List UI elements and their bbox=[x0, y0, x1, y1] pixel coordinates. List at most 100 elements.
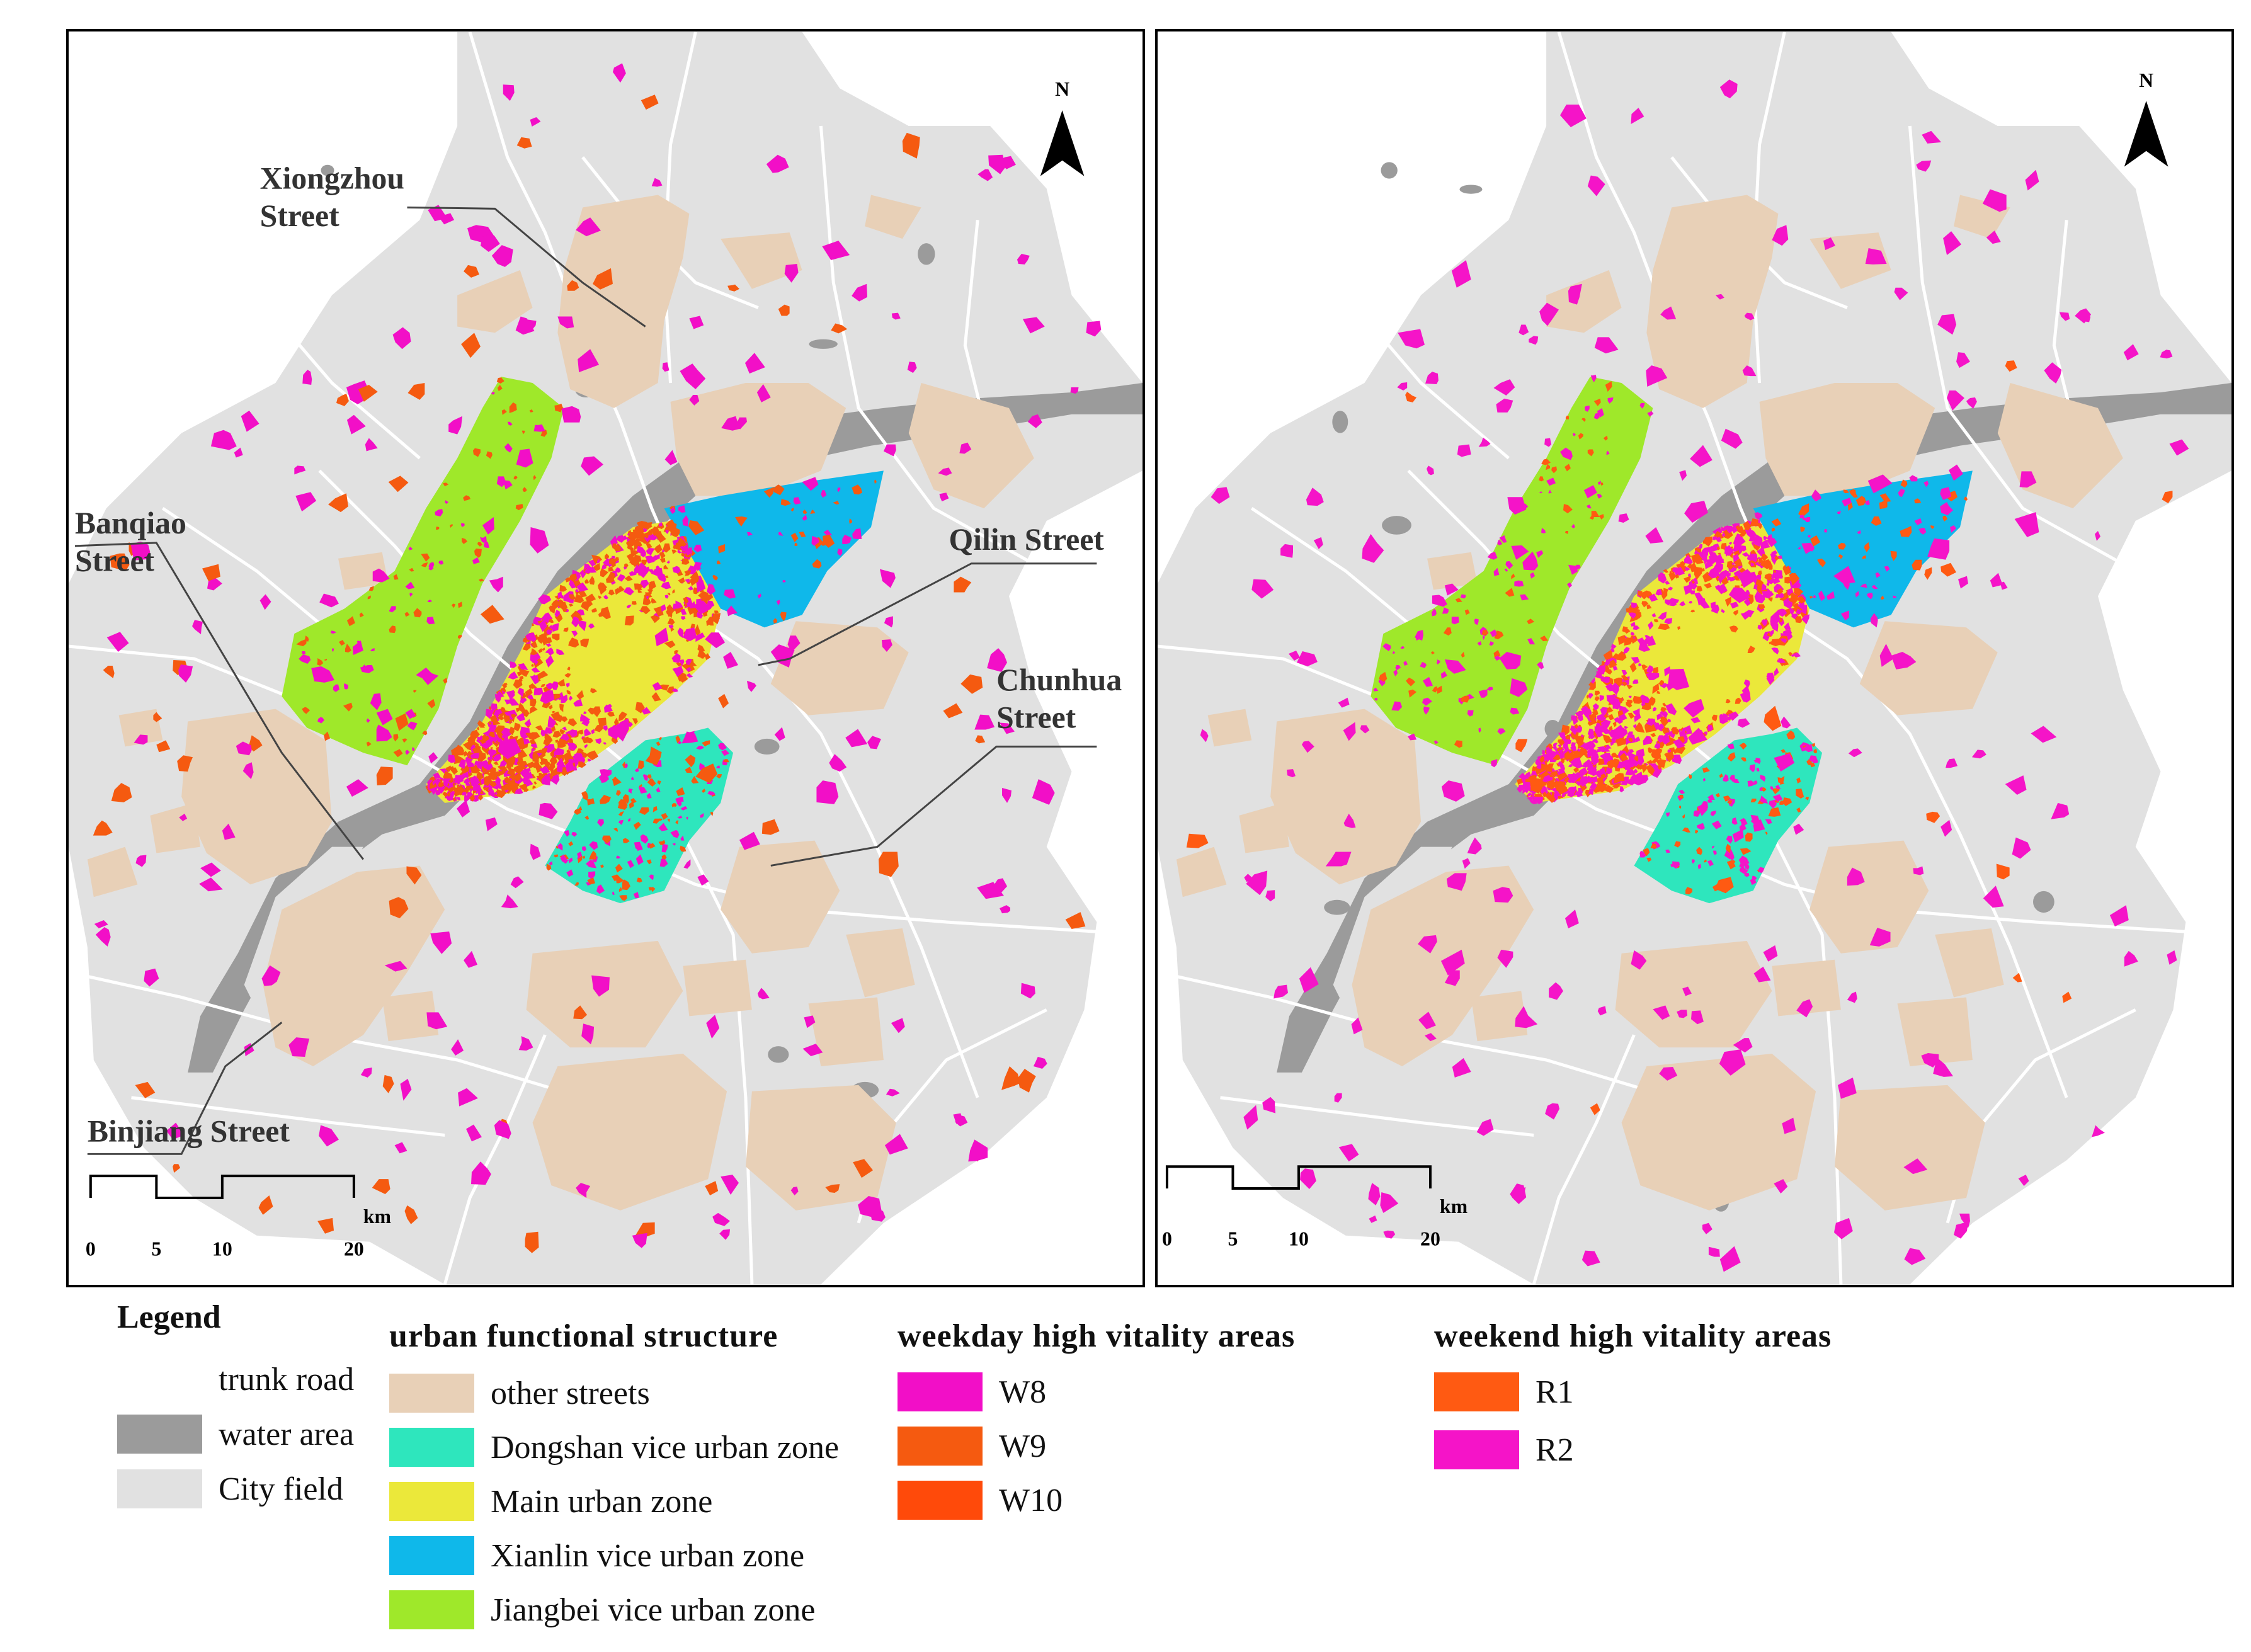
label-xiongzhou-2: Street bbox=[260, 198, 340, 233]
legend-item-r2: R2 bbox=[1434, 1430, 1574, 1470]
other-street-zone bbox=[1772, 959, 1841, 1017]
legend-item-other-streets: other streets bbox=[389, 1373, 650, 1413]
legend-item-water-area: water area bbox=[117, 1414, 354, 1454]
legend-label: R2 bbox=[1536, 1432, 1574, 1468]
legend-item-w9: W9 bbox=[898, 1426, 1046, 1466]
other-street-zone bbox=[670, 383, 846, 496]
legend-functional-title: urban functional structure bbox=[389, 1318, 778, 1354]
other-street-zone bbox=[865, 195, 921, 239]
other-street-zone bbox=[150, 802, 201, 853]
jiangbei-zone bbox=[282, 377, 564, 766]
vitality-patches-layer bbox=[1186, 79, 2189, 1272]
svg-text:N: N bbox=[2139, 69, 2153, 91]
other-street-zone bbox=[1809, 840, 1929, 954]
svg-text:20: 20 bbox=[1420, 1228, 1440, 1250]
legend-label: other streets bbox=[491, 1375, 650, 1411]
legend-label: R1 bbox=[1536, 1374, 1574, 1410]
other-street-zone bbox=[532, 1054, 727, 1211]
legend-item-w8: W8 bbox=[898, 1372, 1046, 1412]
other-street-zone bbox=[181, 709, 333, 885]
legend-label: Dongshan vice urban zone bbox=[491, 1429, 840, 1466]
legend-item-city-field: City field bbox=[117, 1469, 343, 1509]
legend-item-trunk-road: trunk road bbox=[117, 1359, 354, 1399]
weekend-map: N km 0 5 10 20 bbox=[1158, 31, 2231, 1285]
label-binjiang: Binjiang Street bbox=[88, 1114, 290, 1148]
other-street-zone bbox=[1646, 195, 1779, 408]
other-street-zone bbox=[846, 928, 915, 998]
other-street-zone bbox=[1759, 383, 1935, 496]
svg-text:0: 0 bbox=[1162, 1228, 1172, 1250]
legend-label: Xianlin vice urban zone bbox=[491, 1537, 805, 1574]
svg-text:5: 5 bbox=[151, 1238, 161, 1260]
other-street-zone bbox=[1615, 940, 1772, 1048]
legend-swatch bbox=[898, 1427, 983, 1466]
other-street-zone bbox=[1621, 1054, 1816, 1211]
label-xiongzhou-1: Xiongzhou bbox=[260, 161, 404, 195]
svg-text:0: 0 bbox=[86, 1238, 96, 1260]
legend-item-r1: R1 bbox=[1434, 1372, 1574, 1412]
legend-item-w10: W10 bbox=[898, 1480, 1063, 1520]
legend-item-main-urban-zone: Main urban zone bbox=[389, 1481, 712, 1522]
legend-label: Main urban zone bbox=[491, 1483, 713, 1520]
scale-unit: km bbox=[363, 1205, 391, 1228]
scale-bar: km 0 5 10 20 bbox=[86, 1175, 391, 1260]
svg-text:N: N bbox=[1055, 78, 1069, 100]
street-labels: Xiongzhou Street Banqiao Street Qilin St… bbox=[75, 161, 1122, 1148]
other-street-zone bbox=[1176, 846, 1227, 897]
scale-bar: km 0 5 10 20 bbox=[1162, 1165, 1467, 1250]
other-street-zone bbox=[1546, 270, 1622, 333]
other-street-zone bbox=[1471, 991, 1528, 1042]
legend-label: W10 bbox=[999, 1482, 1063, 1518]
scale-unit: km bbox=[1440, 1195, 1467, 1217]
weekday-map-panel: Xiongzhou Street Banqiao Street Qilin St… bbox=[66, 29, 1145, 1287]
other-street-zone bbox=[721, 840, 840, 954]
legend-swatch bbox=[389, 1536, 474, 1575]
legend-item-xianlin-vice-urban-zone: Xianlin vice urban zone bbox=[389, 1535, 804, 1576]
other-street-zone bbox=[118, 709, 163, 747]
jiangbei-zone bbox=[1371, 377, 1653, 766]
xianlin-zone bbox=[664, 470, 884, 628]
label-banqiao-2: Street bbox=[75, 544, 155, 578]
svg-text:20: 20 bbox=[344, 1238, 364, 1260]
legend-item-dongshan-vice-urban-zone: Dongshan vice urban zone bbox=[389, 1427, 839, 1467]
other-street-zone bbox=[1239, 802, 1290, 853]
label-chunhua-2: Street bbox=[996, 700, 1076, 734]
other-street-zone bbox=[1859, 621, 1998, 715]
other-street-zone bbox=[457, 270, 533, 333]
label-leader-lines bbox=[74, 206, 1097, 1155]
other-street-zone bbox=[1834, 1085, 1985, 1211]
other-street-zone bbox=[1427, 552, 1478, 590]
legend-swatch bbox=[1434, 1372, 1519, 1411]
legend-swatch bbox=[1434, 1430, 1519, 1469]
other-street-zone bbox=[1270, 709, 1422, 885]
other-street-zone bbox=[745, 1085, 896, 1211]
legend-swatch bbox=[389, 1590, 474, 1629]
swatch-trunk-road bbox=[117, 1360, 202, 1399]
other-street-zone bbox=[721, 232, 802, 289]
label-qilin: Qilin Street bbox=[949, 522, 1104, 557]
other-street-zone bbox=[1935, 928, 2004, 998]
legend-label: W9 bbox=[999, 1428, 1047, 1464]
vitality-patches-layer bbox=[93, 63, 1102, 1253]
other-street-zone bbox=[683, 959, 752, 1017]
svg-text:5: 5 bbox=[1228, 1228, 1238, 1250]
dongshan-zone bbox=[1634, 727, 1823, 904]
swatch-water-area bbox=[117, 1415, 202, 1454]
other-street-zone bbox=[1207, 709, 1252, 747]
legend-swatch bbox=[389, 1482, 474, 1521]
label-banqiao-1: Banqiao bbox=[75, 506, 186, 540]
other-street-zone bbox=[382, 991, 439, 1042]
label-chunhua-1: Chunhua bbox=[996, 663, 1122, 697]
yangtze-river bbox=[188, 383, 1143, 1073]
other-street-zone bbox=[87, 846, 138, 897]
legend-weekday-title: weekday high vitality areas bbox=[898, 1318, 1296, 1354]
legend-swatch bbox=[898, 1372, 983, 1411]
swatch-city-field bbox=[117, 1469, 202, 1508]
other-street-zone bbox=[808, 997, 884, 1066]
legend-weekend-title: weekend high vitality areas bbox=[1434, 1318, 1832, 1354]
functional-zones-layer bbox=[87, 195, 1034, 1211]
legend-title: Legend bbox=[117, 1299, 221, 1335]
legend-item-jiangbei-vice-urban-zone: Jiangbei vice urban zone bbox=[389, 1590, 815, 1630]
other-street-zone bbox=[526, 940, 683, 1048]
